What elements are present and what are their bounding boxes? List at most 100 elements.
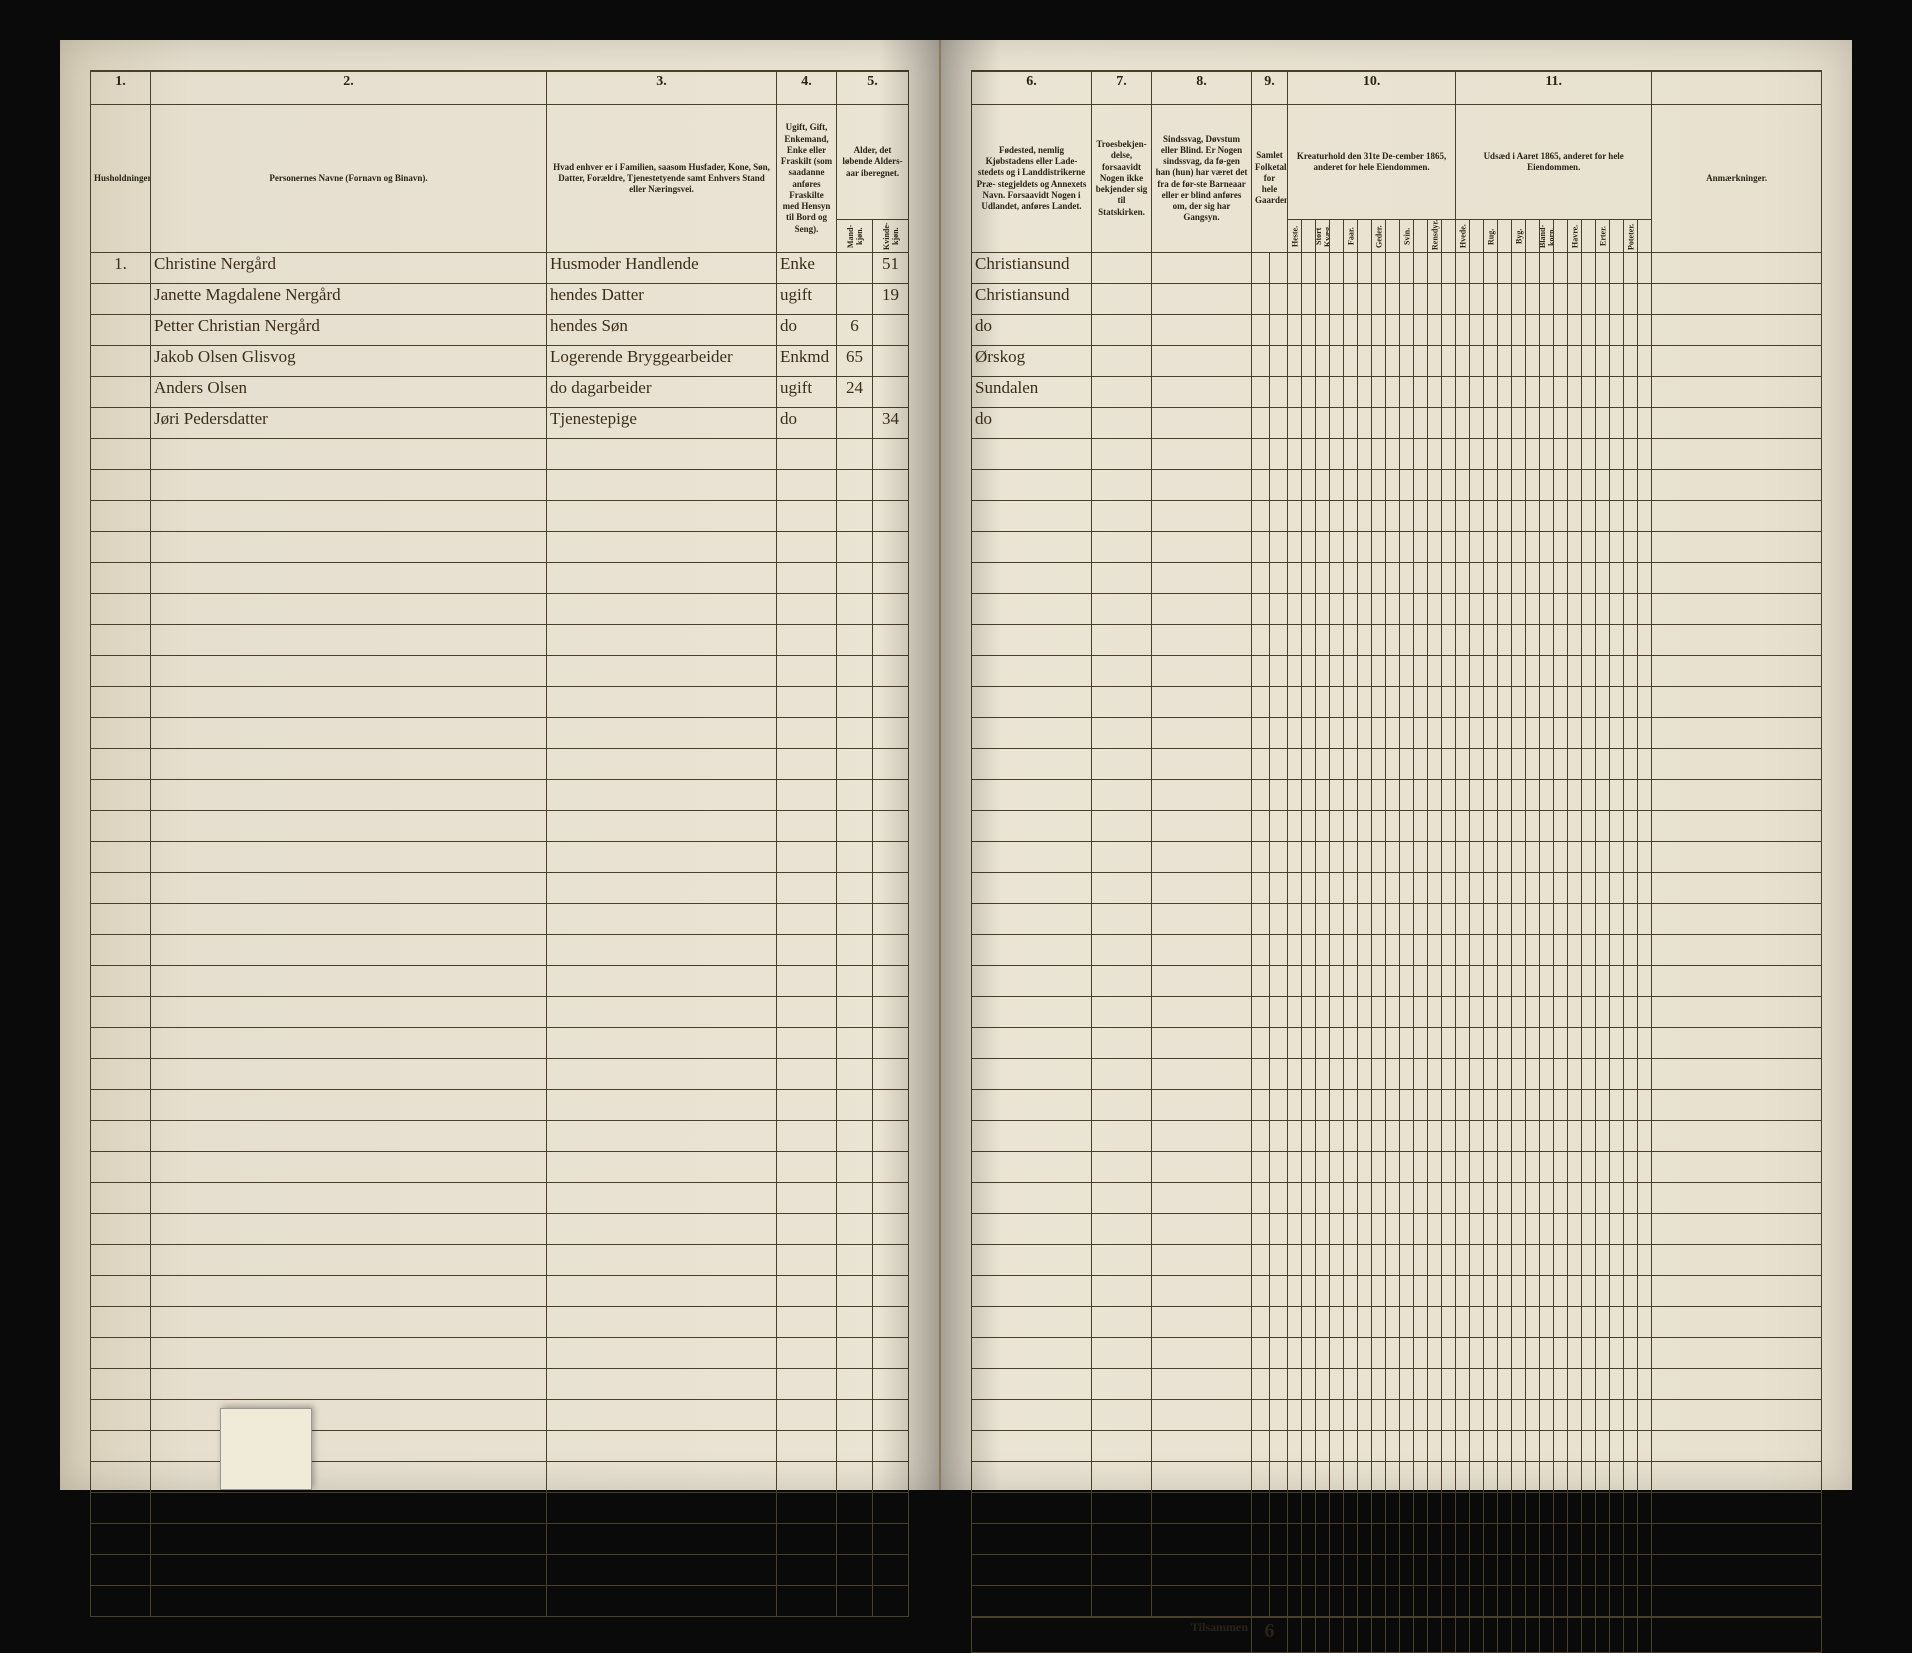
table-row: do: [972, 315, 1822, 346]
cell-ageM: 65: [837, 346, 873, 377]
colnum-8: 8.: [1152, 71, 1252, 105]
table-row: [972, 1183, 1822, 1214]
colnum-1: 1.: [91, 71, 151, 105]
table-row: [91, 1307, 909, 1338]
table-row: [91, 1555, 909, 1586]
head-8: Sindssvag, Døvstum eller Blind. Er Nogen…: [1152, 105, 1252, 253]
colnum-5: 5.: [837, 71, 909, 105]
head-12: Anmærkninger.: [1652, 105, 1822, 253]
table-row: [972, 532, 1822, 563]
left-page: 1. 2. 3. 4. 5. Husholdninger. Personerne…: [60, 40, 941, 1490]
cell-birth: Christiansund: [972, 284, 1092, 315]
cell-stat: Enkmd: [777, 346, 837, 377]
cell-rel: Logerende Bryggearbeider: [547, 346, 777, 377]
cell-ageM: [837, 253, 873, 284]
head-1: Husholdninger.: [91, 105, 151, 253]
sub10-col: Svin.: [1400, 220, 1414, 253]
table-row: [91, 470, 909, 501]
table-row: [972, 563, 1822, 594]
head-2: Personernes Navne (Fornavn og Binavn).: [151, 105, 547, 253]
table-row: [91, 1214, 909, 1245]
table-row: [91, 563, 909, 594]
table-row: [91, 1152, 909, 1183]
footer-row: Tilsammen6: [972, 1617, 1822, 1653]
head-9: Samlet Folketal for hele Gaarden.: [1252, 105, 1288, 253]
cell-num: [91, 408, 151, 439]
table-row: [972, 1369, 1822, 1400]
table-row: 1.Christine NergårdHusmoder HandlendeEnk…: [91, 253, 909, 284]
table-row: [91, 1121, 909, 1152]
table-row: [972, 1493, 1822, 1524]
table-row: [91, 997, 909, 1028]
table-row: [972, 687, 1822, 718]
table-row: [972, 594, 1822, 625]
sub10-col: Geder.: [1372, 220, 1386, 253]
head-3: Hvad enhver er i Familien, saasom Husfad…: [547, 105, 777, 253]
table-row: [91, 1493, 909, 1524]
cell-birth: do: [972, 408, 1092, 439]
table-row: [91, 594, 909, 625]
table-row: [972, 1431, 1822, 1462]
cell-name: Jakob Olsen Glisvog: [151, 346, 547, 377]
table-row: [972, 470, 1822, 501]
sub11-col: Hvede.: [1456, 220, 1470, 253]
table-row: Christiansund: [972, 284, 1822, 315]
table-row: [972, 1586, 1822, 1618]
table-row: [91, 1338, 909, 1369]
head-4: Ugift, Gift, Enkemand, Enke eller Fraski…: [777, 105, 837, 253]
table-row: Christiansund: [972, 253, 1822, 284]
table-row: [972, 1276, 1822, 1307]
table-row: [972, 501, 1822, 532]
sub11-col: Havre.: [1568, 220, 1582, 253]
cell-rel: Tjenestepige: [547, 408, 777, 439]
table-row: [91, 1400, 909, 1431]
cell-rel: hendes Søn: [547, 315, 777, 346]
table-row: [91, 1059, 909, 1090]
table-row: [91, 532, 909, 563]
cell-rel: hendes Datter: [547, 284, 777, 315]
table-row: [972, 1152, 1822, 1183]
table-row: [91, 1028, 909, 1059]
table-row: [91, 1369, 909, 1400]
cell-birth: Ørskog: [972, 346, 1092, 377]
table-row: [91, 1183, 909, 1214]
table-row: [91, 1586, 909, 1617]
cell-num: 1.: [91, 253, 151, 284]
table-row: [972, 1524, 1822, 1555]
table-row: [972, 1338, 1822, 1369]
head-5a: Mand-kjøn.: [837, 220, 873, 253]
head-6: Fødested, nemlig Kjøbstadens eller Lade-…: [972, 105, 1092, 253]
table-row: Sundalen: [972, 377, 1822, 408]
table-row: [972, 873, 1822, 904]
cell-ageK: [873, 377, 909, 408]
sub10-col: Rensdyr.: [1428, 220, 1442, 253]
table-row: [91, 687, 909, 718]
table-row: Petter Christian Nergårdhendes Søndo6: [91, 315, 909, 346]
right-page: 6. 7. 8. 9. 10. 11. Fødested, nemlig Kjø…: [941, 40, 1852, 1490]
cell-ageK: 34: [873, 408, 909, 439]
table-row: [91, 780, 909, 811]
table-row: [91, 904, 909, 935]
table-row: [972, 780, 1822, 811]
sub11-col: [1554, 220, 1568, 253]
sub10-col: Faar.: [1344, 220, 1358, 253]
head-5: Alder, det løbende Alders-aar iberegnet.: [837, 105, 909, 220]
table-row: [91, 873, 909, 904]
colnum-3: 3.: [547, 71, 777, 105]
sub11-col: Bland-korn.: [1540, 220, 1554, 253]
ledger-table-left: 1. 2. 3. 4. 5. Husholdninger. Personerne…: [90, 70, 909, 1617]
colnum-7: 7.: [1092, 71, 1152, 105]
table-row: [972, 1462, 1822, 1493]
table-row: Anders Olsendo dagarbeiderugift24: [91, 377, 909, 408]
table-row: [91, 1245, 909, 1276]
table-row: [91, 439, 909, 470]
cell-ageM: [837, 408, 873, 439]
sub11-col: Erter.: [1596, 220, 1610, 253]
table-row: [91, 1276, 909, 1307]
head-10: Kreaturhold den 31te De-cember 1865, and…: [1288, 105, 1456, 220]
table-row: [91, 966, 909, 997]
table-row: Ørskog: [972, 346, 1822, 377]
footer-label: Tilsammen: [972, 1617, 1252, 1653]
table-row: Janette Magdalene Nergårdhendes Datterug…: [91, 284, 909, 315]
cell-birth: Christiansund: [972, 253, 1092, 284]
